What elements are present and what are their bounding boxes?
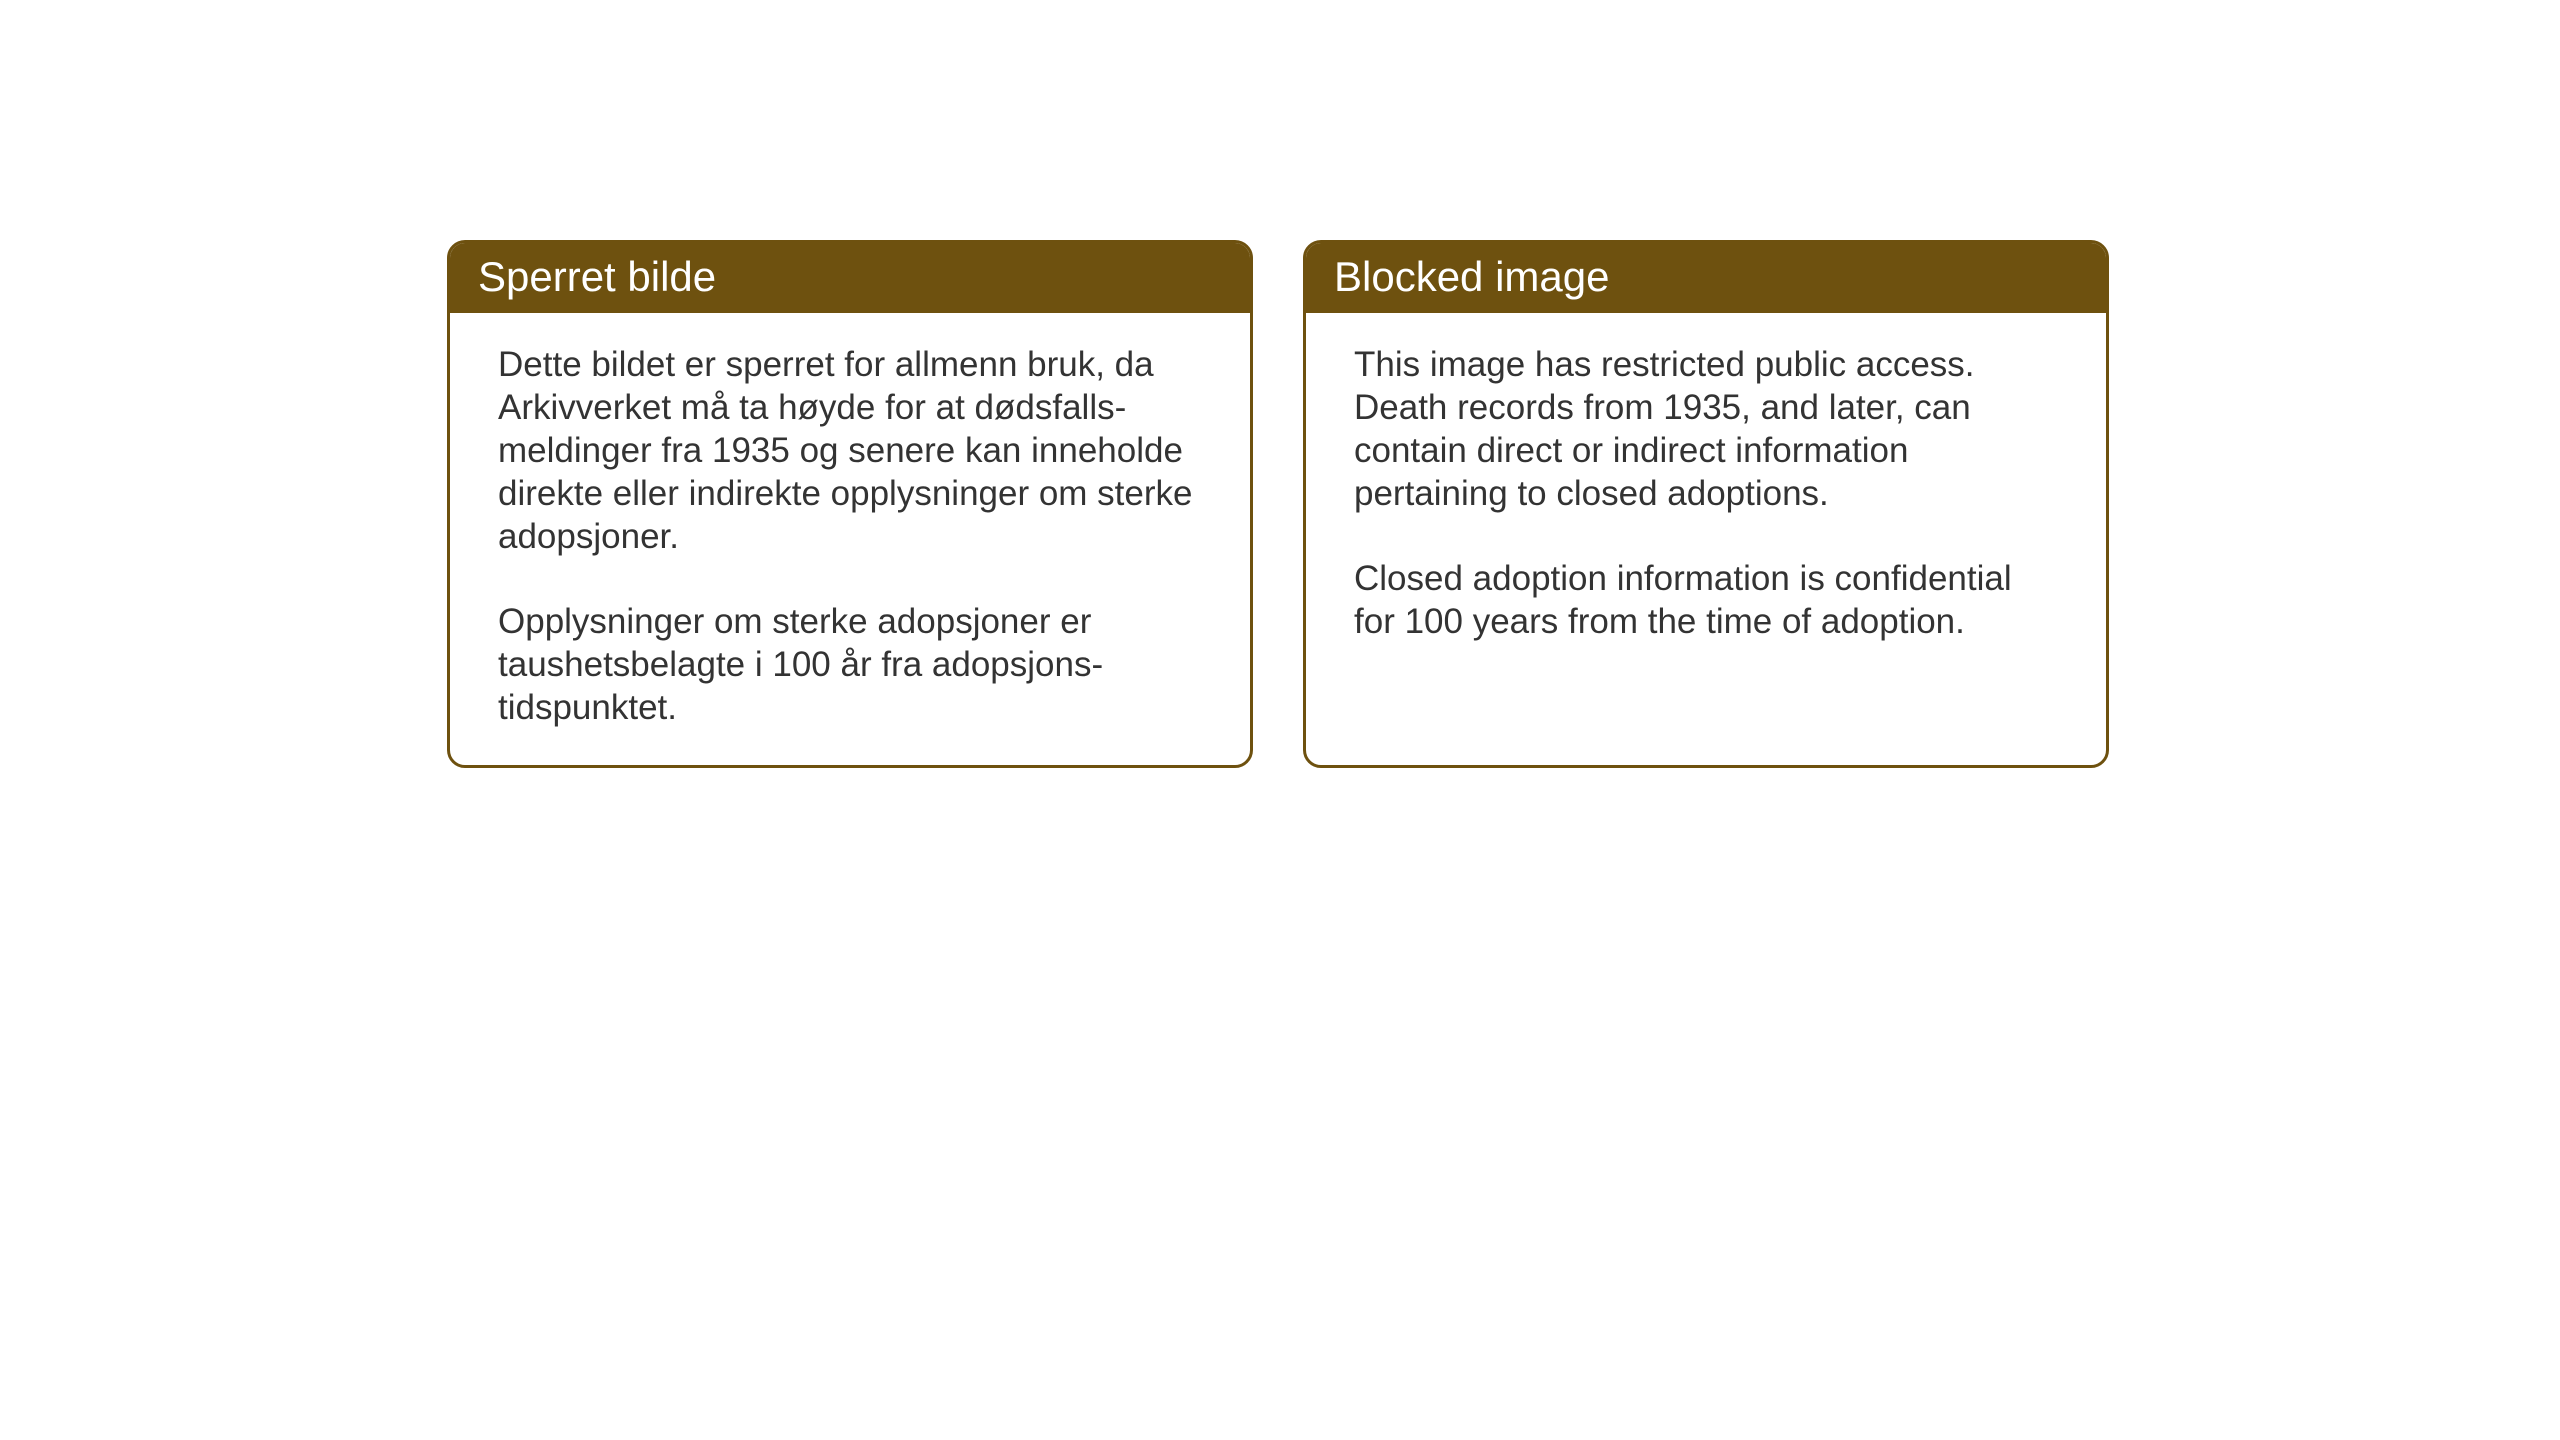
card-title-norwegian: Sperret bilde: [478, 253, 716, 300]
card-paragraph2-norwegian: Opplysninger om sterke adopsjoner er tau…: [498, 600, 1202, 729]
card-header-norwegian: Sperret bilde: [450, 243, 1250, 313]
card-body-norwegian: Dette bildet er sperret for allmenn bruk…: [450, 313, 1250, 765]
card-paragraph1-norwegian: Dette bildet er sperret for allmenn bruk…: [498, 343, 1202, 558]
card-english: Blocked image This image has restricted …: [1303, 240, 2109, 768]
card-paragraph2-english: Closed adoption information is confident…: [1354, 557, 2058, 643]
card-header-english: Blocked image: [1306, 243, 2106, 313]
card-body-english: This image has restricted public access.…: [1306, 313, 2106, 708]
card-paragraph1-english: This image has restricted public access.…: [1354, 343, 2058, 515]
cards-container: Sperret bilde Dette bildet er sperret fo…: [447, 240, 2109, 768]
card-title-english: Blocked image: [1334, 253, 1609, 300]
card-norwegian: Sperret bilde Dette bildet er sperret fo…: [447, 240, 1253, 768]
